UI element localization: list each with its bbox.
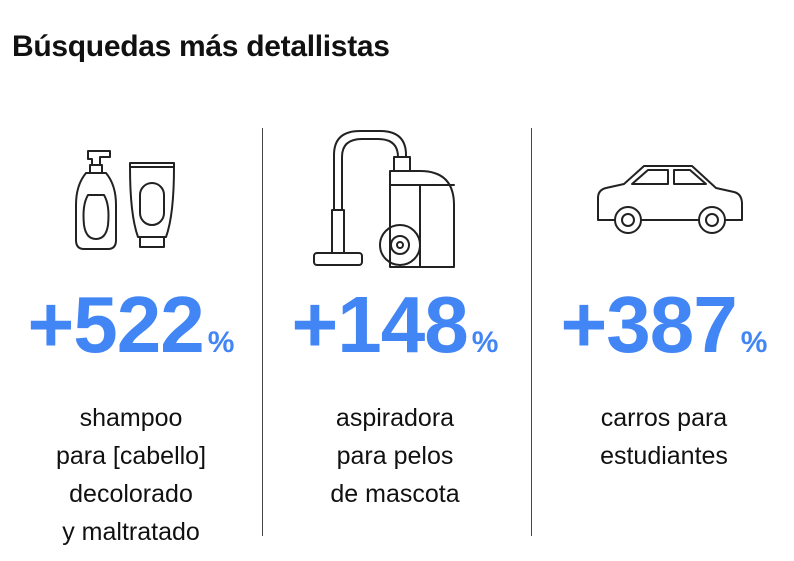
stat-unit: % xyxy=(471,326,499,359)
stat-description: shampoo para [cabello] decolorado y maltrat… xyxy=(0,399,262,551)
stat-column: +522% shampoo para [cabello] decolorado y ma… xyxy=(0,270,262,551)
stat-unit: % xyxy=(740,326,768,359)
car-icon xyxy=(597,165,743,234)
description-line: de mascota xyxy=(330,480,460,508)
divider xyxy=(262,128,263,536)
stat-value: +387 xyxy=(560,280,738,369)
description-line: shampoo xyxy=(79,404,183,432)
stat-description: aspiradora para pelos de mascota xyxy=(264,399,526,513)
stat-number: +387% xyxy=(533,270,794,403)
description-line: carros para xyxy=(600,404,728,432)
stat-value: +522 xyxy=(27,280,205,369)
divider xyxy=(531,128,532,536)
stat-column: +387% carros para estudiantes xyxy=(533,270,794,475)
description-line: para pelos xyxy=(336,442,454,470)
stat-unit: % xyxy=(207,326,235,359)
stat-value: +148 xyxy=(291,280,469,369)
vacuum-icon xyxy=(313,130,455,268)
stat-column: +148% aspiradora para pelos de mascota xyxy=(264,270,526,513)
description-line: estudiantes xyxy=(600,442,728,470)
description-line: y maltratado xyxy=(62,518,200,546)
title: Búsquedas más detallistas xyxy=(12,30,390,63)
stat-number: +522% xyxy=(0,270,262,403)
description-line: para [cabello] xyxy=(55,442,207,470)
stat-description: carros para estudiantes xyxy=(533,399,794,475)
shampoo-icon xyxy=(75,150,175,250)
stat-number: +148% xyxy=(264,270,526,403)
description-line: aspiradora xyxy=(335,404,455,432)
description-line: decolorado xyxy=(69,480,193,508)
